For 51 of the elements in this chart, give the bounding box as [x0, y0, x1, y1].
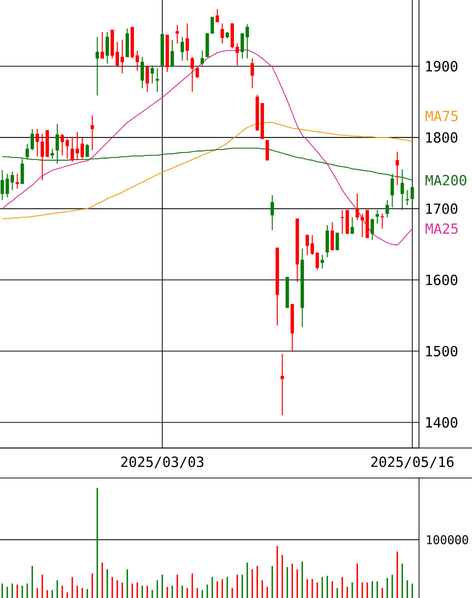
candlestick — [50, 148, 54, 160]
candlestick — [96, 36, 99, 96]
x-tick-label: 2025/03/03 — [121, 456, 204, 468]
series-label: MA25 — [426, 223, 458, 234]
candlestick — [216, 8, 219, 23]
candlestick — [186, 23, 189, 62]
x-tick-label: 2025/05/16 — [371, 456, 454, 468]
candlestick — [200, 50, 204, 66]
candlestick — [326, 224, 329, 258]
candlestick — [156, 68, 159, 92]
candlestick — [106, 32, 109, 64]
candlestick — [350, 216, 354, 234]
candlestick — [16, 173, 19, 190]
candlestick — [150, 65, 154, 84]
candlestick — [180, 36, 184, 62]
candlestick — [270, 194, 274, 231]
candlestick — [86, 143, 89, 158]
candlestick — [330, 222, 334, 250]
y-tick-label: 1900 — [426, 60, 458, 72]
candlestick — [220, 23, 224, 44]
candlestick — [266, 140, 269, 161]
candlestick — [396, 151, 399, 186]
candlestick — [380, 213, 384, 230]
candlestick — [90, 114, 94, 151]
candlestick — [320, 254, 324, 270]
candlestick — [406, 190, 409, 206]
candlestick — [410, 184, 414, 210]
series-label: MA75 — [426, 110, 458, 122]
candlestick — [140, 56, 144, 89]
candlestick — [56, 123, 59, 164]
candlestick — [126, 28, 129, 58]
y-tick-label: 1500 — [426, 346, 458, 356]
candlestick — [376, 210, 379, 224]
candlestick — [336, 232, 339, 250]
candlestick — [386, 200, 389, 218]
candlestick — [176, 24, 179, 44]
candlestick — [370, 218, 374, 241]
series-label: MA200 — [426, 174, 466, 186]
y-tick-label: 1800 — [426, 132, 458, 143]
candlestick — [390, 173, 394, 208]
candlestick — [100, 32, 104, 59]
text: 100000 — [426, 535, 468, 544]
candlestick — [280, 353, 284, 416]
candlestick — [170, 39, 174, 68]
candlestick — [250, 58, 254, 89]
candlestick — [400, 169, 404, 211]
y-tick-label: 1600 — [426, 274, 458, 286]
candlestick — [146, 65, 149, 92]
y-tick-label: 1400 — [426, 417, 458, 428]
y-tick-label: 1700 — [426, 203, 458, 214]
candlestick — [20, 158, 24, 184]
